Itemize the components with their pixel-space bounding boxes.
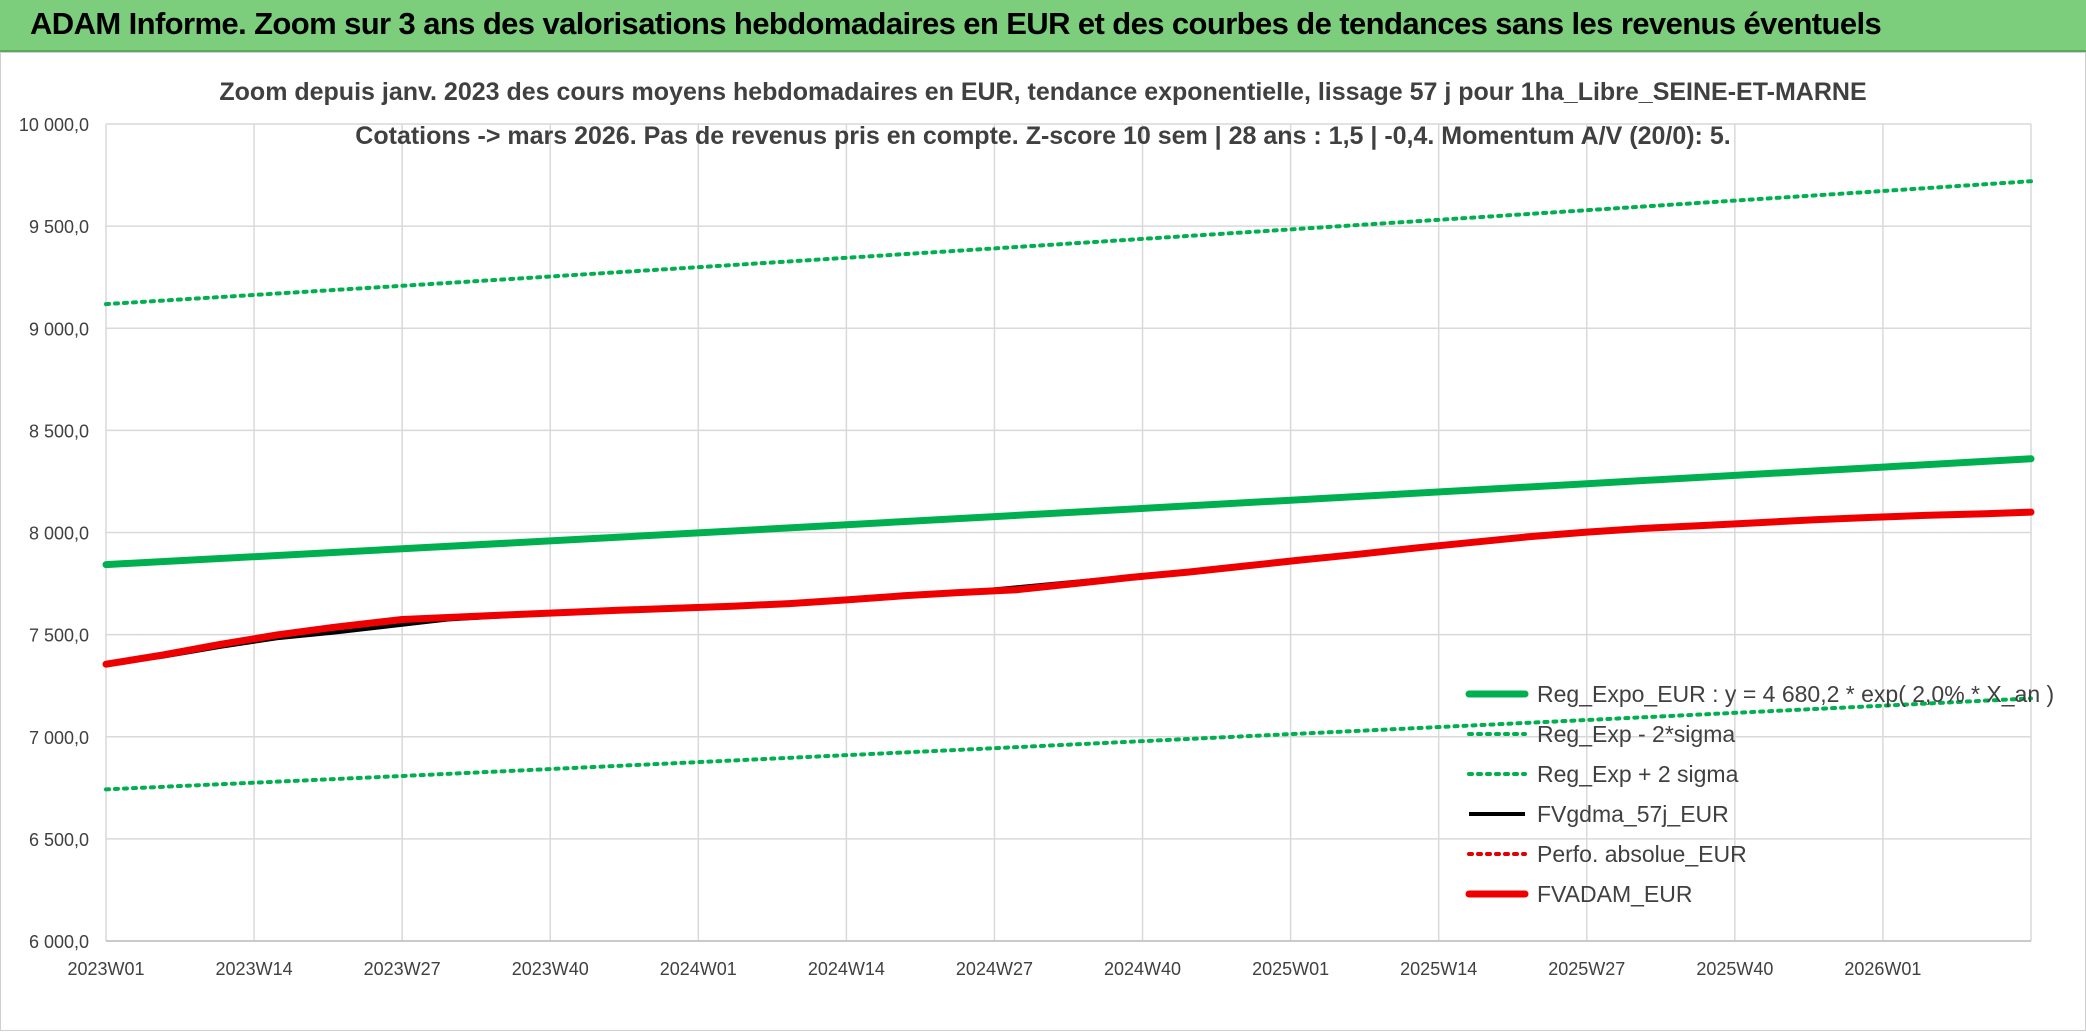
legend-label: Reg_Expo_EUR : y = 4 680,2 * exp( 2,0% *… xyxy=(1537,681,2054,707)
grid-layer xyxy=(105,123,2032,942)
chart-area: 6 000,0 6 500,0 7 000,0 7 500,0 8 000,0 8 500… xyxy=(0,52,2086,1031)
banner-title: ADAM Informe. Zoom sur 3 ans des valoris… xyxy=(30,6,1882,41)
banner: ADAM Informe. Zoom sur 3 ans des valoris… xyxy=(0,0,2086,52)
x-tick-label: 2025W27 xyxy=(1548,959,1625,979)
chart-title: Zoom depuis janv. 2023 des cours moyens … xyxy=(219,78,1866,106)
y-tick-label: 9 000,0 xyxy=(29,319,89,339)
x-tick-label: 2024W27 xyxy=(956,959,1033,979)
legend-label: Perfo. absolue_EUR xyxy=(1537,841,1747,867)
x-tick-label: 2025W14 xyxy=(1400,959,1477,979)
y-tick-label: 8 500,0 xyxy=(29,421,89,441)
x-tick-label: 2025W01 xyxy=(1252,959,1329,979)
y-tick-label: 6 500,0 xyxy=(29,830,89,850)
x-tick-label: 2025W40 xyxy=(1696,959,1773,979)
x-tick-label: 2023W01 xyxy=(67,959,144,979)
line-chart: 6 000,0 6 500,0 7 000,0 7 500,0 8 000,0 8 500… xyxy=(19,78,2054,979)
legend-label: Reg_Exp - 2*sigma xyxy=(1537,721,1735,747)
axis-layer: 6 000,0 6 500,0 7 000,0 7 500,0 8 000,0 8 500… xyxy=(19,115,2031,979)
series-line-fvgdma-57j-eur xyxy=(105,510,2032,667)
legend: Reg_Expo_EUR : y = 4 680,2 * exp( 2,0% *… xyxy=(1465,681,2054,907)
y-tick-label: 8 000,0 xyxy=(29,524,89,544)
chart-subtitle: Cotations -> mars 2026. Pas de revenus p… xyxy=(355,122,1730,150)
x-tick-label: 2024W40 xyxy=(1104,959,1181,979)
series-line-reg-expo-eur-y-4-680-2-exp-2 xyxy=(102,455,2035,569)
x-tick-label: 2023W40 xyxy=(512,959,589,979)
y-tick-label: 7 500,0 xyxy=(29,626,89,646)
legend-label: Reg_Exp + 2 sigma xyxy=(1537,761,1739,787)
x-tick-label: 2026W01 xyxy=(1844,959,1921,979)
y-tick-label: 6 000,0 xyxy=(29,932,89,952)
y-tick-label: 10 000,0 xyxy=(19,115,89,135)
x-tick-label: 2023W27 xyxy=(364,959,441,979)
title-layer: Zoom depuis janv. 2023 des cours moyens … xyxy=(219,78,1866,150)
legend-label: FVADAM_EUR xyxy=(1537,881,1693,907)
legend-label: FVgdma_57j_EUR xyxy=(1537,801,1729,827)
x-tick-label: 2024W01 xyxy=(660,959,737,979)
series-line-reg-exp-2-sigma xyxy=(104,179,2033,307)
x-tick-label: 2024W14 xyxy=(808,959,885,979)
series-line-fvadam-eur xyxy=(102,508,2035,668)
y-tick-label: 7 000,0 xyxy=(29,728,89,748)
x-tick-label: 2023W14 xyxy=(216,959,293,979)
series-layer xyxy=(102,179,2035,792)
series-line-reg-exp-2-sigma xyxy=(104,696,2033,792)
y-tick-label: 9 500,0 xyxy=(29,217,89,237)
